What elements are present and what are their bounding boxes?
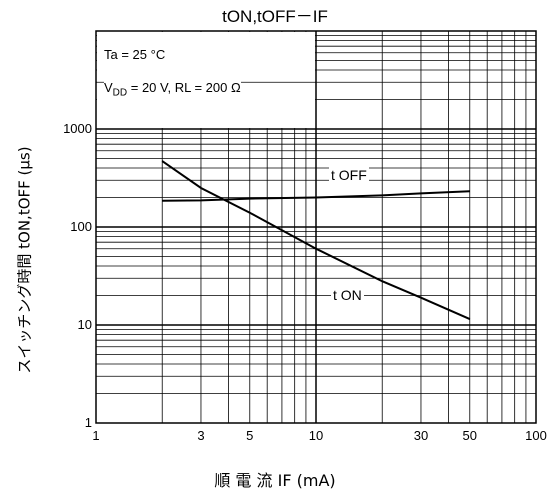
y-tick-label: 100 <box>70 219 92 234</box>
y-tick-label: 1000 <box>63 121 92 136</box>
x-tick-label: 50 <box>463 428 477 443</box>
x-axis-label: 順 電 流 IF (mA) <box>214 471 336 490</box>
tick-labels: 1 3 5 10 30 50 100 1 10 100 1000 <box>63 121 547 443</box>
series-layer <box>161 160 471 321</box>
plot-frame <box>95 30 537 424</box>
series-label-ton: t ON <box>331 287 364 303</box>
y-tick-label: 1 <box>85 415 92 430</box>
y-tick-label: 10 <box>78 317 92 332</box>
condition-temperature: Ta = 25 °C <box>104 47 166 62</box>
series-line-ton <box>161 160 471 321</box>
series-line-toff <box>162 190 470 202</box>
series-label-toff: t OFF <box>329 167 369 183</box>
chart-title: tON,tOFF－IF <box>222 7 328 26</box>
x-tick-label: 1 <box>92 428 99 443</box>
x-tick-label: 5 <box>246 428 253 443</box>
condition-bias: VDD = 20 V, RL = 200 Ω <box>104 80 241 99</box>
condition-bias-sub: DD <box>112 87 128 99</box>
x-tick-label: 100 <box>525 428 547 443</box>
y-axis-label: スイッチング時間 tON,tOFF (μs) <box>15 146 34 374</box>
x-tick-label: 30 <box>414 428 428 443</box>
condition-bias-v: V <box>104 80 113 95</box>
x-tick-label: 3 <box>197 428 204 443</box>
condition-bias-rest: = 20 V, RL = 200 Ω <box>127 80 241 95</box>
x-tick-label: 10 <box>309 428 323 443</box>
